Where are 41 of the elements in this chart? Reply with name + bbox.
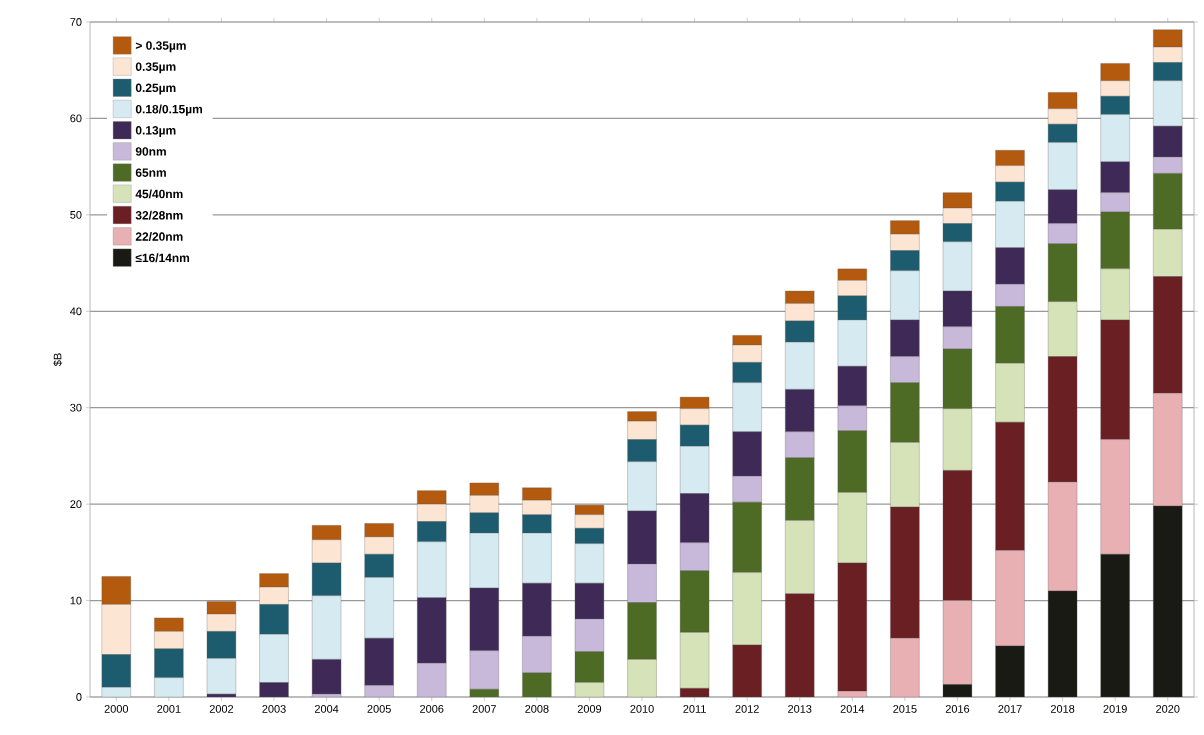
legend-label: 32/28nm xyxy=(135,210,183,220)
legend-label: 45/40nm xyxy=(135,189,183,199)
x-tick-label: 2004 xyxy=(314,705,339,713)
x-tick-label: 2014 xyxy=(840,705,865,713)
y-tick-label: 70 xyxy=(70,18,82,26)
x-tick-label: 2017 xyxy=(998,705,1022,713)
legend-label: 0.25µm xyxy=(135,83,176,95)
x-tick-label: 2010 xyxy=(630,705,654,713)
legend-label: 0.13µm xyxy=(135,126,176,137)
x-tick-label: 2020 xyxy=(1156,705,1180,713)
x-tick-label: 2009 xyxy=(577,705,602,713)
x-tick-label: 2007 xyxy=(472,705,496,713)
legend-label: 22/20nm xyxy=(135,232,183,241)
legend-label: 65nm xyxy=(135,168,166,177)
legend-label: 0.35µm xyxy=(135,62,176,74)
x-tick-label: 2016 xyxy=(945,705,970,713)
y-tick-label: 0 xyxy=(76,693,82,701)
x-tick-label: 2012 xyxy=(735,705,759,713)
y-tick-label: 10 xyxy=(70,596,82,605)
x-tick-label: 2000 xyxy=(104,705,129,713)
y-tick-label: 50 xyxy=(70,210,82,219)
legend-label: 90nm xyxy=(135,147,166,156)
legend-label: 0.18/0.15µm xyxy=(135,104,203,116)
x-tick-label: 2011 xyxy=(683,705,706,713)
legend-label: ≤16/14nm xyxy=(135,253,190,263)
x-tick-label: 2005 xyxy=(367,705,391,713)
y-axis-title: $B xyxy=(53,353,63,367)
x-tick-label: 2002 xyxy=(209,705,234,713)
x-tick-label: 2013 xyxy=(788,705,812,713)
x-tick-label: 2003 xyxy=(262,705,286,713)
x-tick-label: 2006 xyxy=(420,705,444,713)
x-tick-label: 2015 xyxy=(893,705,917,713)
y-tick-label: 40 xyxy=(70,307,82,316)
x-tick-label: 2001 xyxy=(157,705,181,713)
y-tick-label: 60 xyxy=(70,114,82,123)
legend-label: > 0.35µm xyxy=(135,41,186,53)
x-tick-label: 2018 xyxy=(1050,705,1075,713)
y-tick-label: 20 xyxy=(70,500,82,509)
x-tick-label: 2008 xyxy=(525,705,549,713)
x-tick-label: 2019 xyxy=(1103,705,1127,713)
y-tick-label: 30 xyxy=(70,403,82,412)
